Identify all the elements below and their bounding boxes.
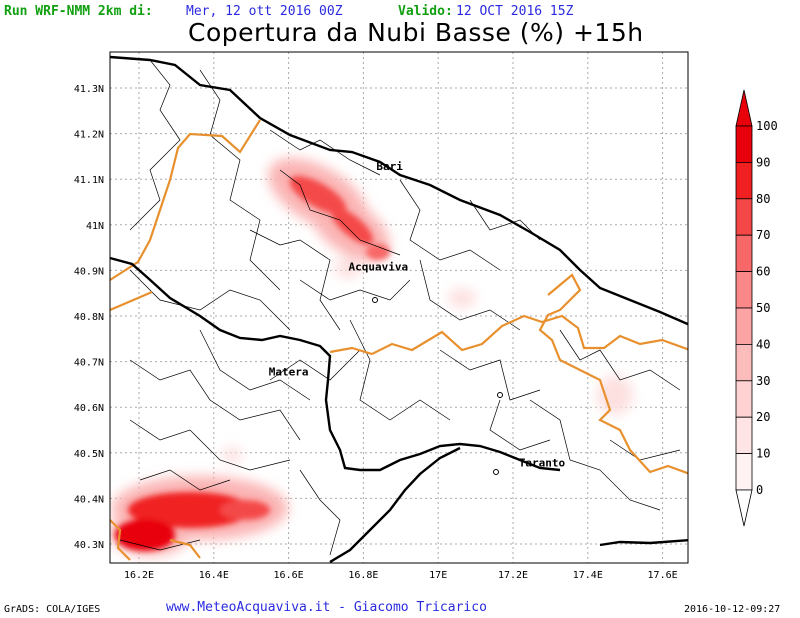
coastline	[110, 55, 688, 563]
regional-border	[110, 119, 688, 561]
colorbar-label: 100	[756, 119, 778, 133]
lon-tick-label: 17.4E	[573, 570, 603, 581]
city-label-matera: Matera	[269, 365, 309, 378]
colorbar-label: 70	[756, 228, 770, 242]
lon-tick-label: 16.8E	[348, 570, 378, 581]
colorbar-segment	[735, 380, 753, 418]
lon-tick-labels: 16.2E 16.4E 16.6E 16.8E 17E 17.2E 17.4E 17.6E	[124, 570, 678, 581]
colorbar-segment	[735, 234, 753, 272]
footer-credit: GrADS: COLA/IGES	[4, 604, 101, 615]
lat-tick-label: 40.8N	[74, 312, 104, 323]
plot-frame	[109, 51, 689, 564]
colorbar-segment	[735, 307, 753, 345]
lat-tick-label: 40.4N	[74, 494, 104, 505]
colorbar-segment	[735, 343, 753, 382]
city-label-acquaviva: Acquaviva	[349, 260, 409, 273]
lon-tick-label: 16.2E	[124, 570, 154, 581]
colorbar-segment	[735, 271, 753, 309]
lon-tick-label: 17.6E	[648, 570, 678, 581]
lat-tick-label: 40.3N	[74, 540, 104, 551]
city-label-taranto: Taranto	[519, 456, 566, 469]
colorbar-label: 20	[756, 410, 770, 424]
colorbar-label: 80	[756, 192, 770, 206]
colorbar-label: 40	[756, 337, 770, 351]
valid-label: Valido:	[398, 4, 453, 19]
init-time: Mer, 12 ott 2016 00Z	[186, 4, 343, 19]
footer-timestamp: 2016-10-12-09:27	[684, 604, 781, 615]
lat-tick-label: 40.5N	[74, 449, 104, 460]
colorbar-segment	[735, 416, 753, 455]
lat-tick-label: 41.1N	[74, 175, 104, 186]
lat-lon-grid	[110, 52, 688, 563]
valid-time: 12 OCT 2016 15Z	[456, 4, 574, 19]
colorbar-segment	[735, 453, 753, 491]
lat-tick-label: 40.6N	[74, 403, 104, 414]
map-title: Copertura da Nubi Basse (%) +15h	[188, 18, 644, 47]
city-label-bari: Bari	[376, 160, 403, 173]
lon-tick-label: 17.2E	[498, 570, 528, 581]
colorbar-segment	[735, 161, 753, 200]
lon-tick-label: 16.6E	[274, 570, 304, 581]
colorbar-label: 10	[756, 447, 770, 461]
colorbar-top-arrow	[735, 89, 753, 127]
colorbar-label: 60	[756, 265, 770, 279]
lon-tick-label: 17E	[429, 570, 447, 581]
colorbar-label: 30	[756, 374, 770, 388]
lat-tick-label: 41.2N	[74, 130, 104, 141]
colorbar-label: 50	[756, 301, 770, 315]
colorbar-label: 90	[756, 155, 770, 169]
municipal-borders	[119, 59, 681, 556]
lat-tick-labels: 41.3N 41.2N 41.1N 41N 40.9N 40.8N 40.7N 40.6N 40…	[74, 84, 104, 551]
lat-tick-label: 40.7N	[74, 358, 104, 369]
footer-website[interactable]: www.MeteoAcquaviva.it - Giacomo Tricaric…	[166, 600, 487, 615]
city-labels: Bari Acquaviva Matera Taranto	[269, 160, 566, 469]
colorbar-bottom-arrow	[735, 489, 753, 527]
run-label: Run WRF-NMM 2km di:	[4, 4, 153, 19]
cloud-cover-shading	[110, 158, 633, 556]
lat-tick-label: 41.3N	[74, 84, 104, 95]
lat-tick-label: 41N	[86, 221, 104, 232]
colorbar-segment	[735, 125, 753, 163]
lat-tick-label: 40.9N	[74, 266, 104, 277]
colorbar-label: 0	[756, 483, 763, 497]
colorbar-segment	[735, 198, 753, 236]
lon-tick-label: 16.4E	[199, 570, 229, 581]
